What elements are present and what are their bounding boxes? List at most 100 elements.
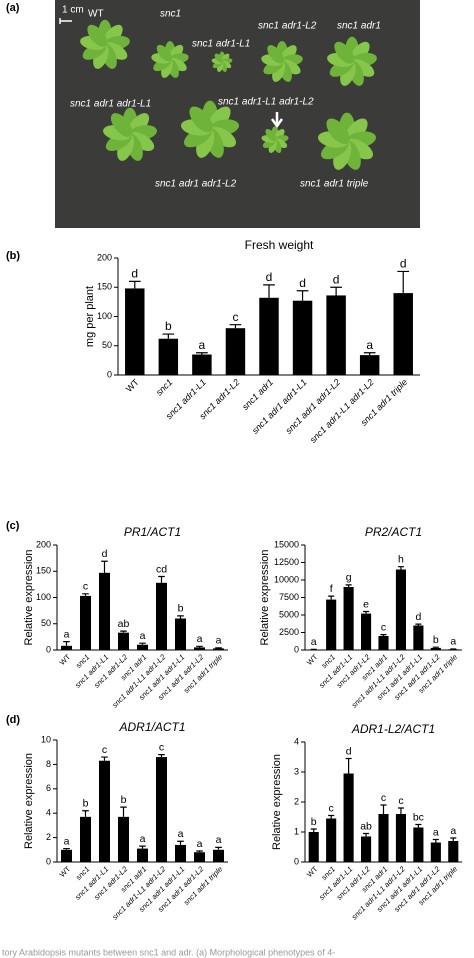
photo-label: snc1 adr1-L2 [258, 21, 317, 32]
error-bar [139, 845, 146, 849]
error-bar [196, 645, 203, 648]
leaf [265, 129, 277, 141]
y-tick-label: 4 [46, 808, 51, 818]
significance-letter: a [64, 628, 70, 640]
error-bar [432, 646, 439, 648]
error-bar [310, 828, 317, 832]
error-bar [177, 840, 184, 845]
chart-title: ADR1/ACT1 [118, 720, 185, 734]
x-tick-label: WT [124, 377, 141, 394]
significance-letter: d [415, 611, 421, 623]
leaf [334, 41, 355, 64]
bar [292, 300, 313, 375]
bar [378, 814, 389, 862]
leaf [214, 53, 223, 63]
photo-label: snc1 adr1 adr1-L2 [155, 179, 237, 190]
y-tick-label: 4 [294, 736, 299, 746]
y-tick-label: 2 [294, 796, 299, 806]
significance-letter: d [299, 276, 306, 290]
photo-label: WT [88, 9, 104, 20]
photo-label: snc1 adr1-L1 adr1-L2 [218, 97, 314, 108]
significance-letter: e [363, 598, 369, 610]
error-bar [158, 575, 165, 583]
error-bar [380, 634, 387, 636]
significance-letter: c [329, 802, 334, 814]
x-tick-label: WT [58, 864, 73, 879]
bar [79, 595, 92, 650]
error-bar [101, 560, 108, 573]
y-tick-label: 0 [294, 856, 299, 866]
photo-label: snc1 adr1 adr1-L1 [70, 99, 151, 110]
bar [212, 849, 225, 862]
significance-letter: h [398, 553, 404, 565]
bar [117, 632, 130, 650]
significance-letter: a [197, 633, 203, 645]
significance-letter: d [266, 270, 273, 284]
y-axis-label: Relative expression [23, 550, 35, 646]
y-tick-label: 2500 [279, 627, 299, 637]
y-tick-label: 0 [294, 644, 299, 654]
photo-label: snc1 adr1 triple [300, 179, 369, 190]
bar [259, 297, 279, 375]
bar [117, 816, 130, 862]
bar [60, 849, 73, 862]
y-tick-label: 10 [41, 734, 51, 744]
bar [212, 648, 225, 650]
error-bar [363, 610, 370, 614]
significance-letter: d [131, 267, 138, 281]
bar [326, 818, 337, 862]
y-tick-label: 150 [36, 566, 51, 576]
error-bar [397, 270, 410, 294]
error-bar [215, 647, 222, 649]
significance-letter: b [311, 816, 317, 828]
significance-letter: ab [118, 618, 130, 630]
x-tick-label: snc1 adr1-L1 adr1-L2 [308, 377, 376, 445]
leaf [267, 45, 284, 64]
bar [174, 618, 187, 650]
significance-letter: d [102, 548, 108, 560]
bar [79, 816, 92, 862]
leaf [110, 113, 133, 137]
y-tick-label: 150 [97, 282, 112, 292]
y-axis-label: Relative expression [23, 753, 35, 849]
error-bar [63, 641, 70, 646]
significance-letter: a [140, 630, 146, 642]
error-bar [397, 566, 404, 570]
significance-letter: a [140, 833, 146, 845]
bar [395, 814, 407, 862]
y-tick-label: 0 [107, 369, 112, 379]
y-tick-label: 2 [46, 832, 51, 842]
leaf [326, 118, 350, 145]
bar [448, 649, 459, 650]
significance-letter: c [398, 795, 403, 807]
y-tick-label: 1 [294, 826, 299, 836]
x-tick-label: WT [305, 864, 320, 879]
bar [136, 644, 149, 650]
error-bar [415, 823, 422, 828]
significance-letter: d [400, 257, 407, 271]
y-tick-label: 200 [97, 252, 112, 262]
bar [360, 836, 372, 862]
bar [343, 773, 354, 862]
photo-label: snc1 [160, 9, 181, 20]
error-bar [450, 837, 457, 841]
y-tick-label: 200 [36, 539, 51, 549]
significance-letter: b [178, 603, 184, 615]
leaf [87, 24, 108, 47]
bar [60, 645, 73, 650]
significance-letter: a [216, 834, 222, 846]
chart-title: PR1/ACT1 [124, 525, 181, 539]
y-tick-label: 50 [102, 340, 112, 350]
bar [158, 338, 179, 375]
error-bar [345, 584, 352, 587]
error-bar [82, 593, 89, 596]
error-bar [63, 847, 70, 850]
significance-letter: cd [156, 563, 167, 575]
panel-label: (b) [6, 250, 20, 262]
bar [155, 582, 168, 650]
bar [174, 844, 187, 862]
significance-letter: b [165, 319, 172, 333]
x-tick-label: WT [305, 652, 320, 667]
error-bar [345, 757, 352, 774]
